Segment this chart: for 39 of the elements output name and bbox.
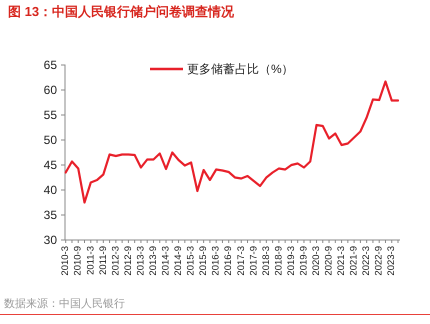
x-tick-label: 2020-3	[311, 246, 322, 276]
y-tick-label: 55	[44, 108, 58, 122]
line-series	[64, 80, 400, 204]
x-tick-label: 2021-3	[336, 246, 348, 276]
x-tick-label: 2015-9	[198, 246, 210, 276]
x-tick-label: 2010-9	[72, 246, 84, 276]
source-note: 数据来源：中国人民银行	[4, 297, 125, 310]
y-tick-label: 30	[44, 233, 58, 247]
x-tick-label: 2018-3	[260, 246, 272, 276]
y-tick-label: 65	[44, 58, 58, 72]
x-tick-label: 2017-3	[236, 246, 247, 276]
x-tick-label: 2020-9	[324, 246, 335, 276]
x-tick-label: 2016-3	[210, 246, 222, 276]
x-tick-label: 2017-9	[248, 246, 260, 276]
x-tick-label: 2011-9	[98, 246, 109, 275]
x-tick-label: 2014-9	[173, 246, 184, 276]
x-tick-label: 2015-3	[186, 246, 197, 276]
y-tick-label: 50	[44, 133, 58, 147]
x-tick-label: 2022-3	[361, 246, 372, 276]
x-tick-label: 2013-3	[135, 246, 146, 276]
y-tick-label: 60	[44, 83, 58, 97]
y-tick-label: 35	[44, 208, 58, 222]
x-tick-label: 2021-9	[348, 246, 360, 276]
x-tick-label: 2010-3	[60, 246, 72, 276]
x-tick-label: 2019-9	[298, 246, 310, 276]
chart-title: 图 13：中国人民银行储户问卷调查情况	[8, 4, 236, 19]
x-tick-label: 2023-3	[386, 246, 398, 276]
y-tick-label: 40	[44, 183, 58, 197]
x-tick-label: 2018-9	[273, 246, 284, 276]
x-tick-label: 2016-9	[223, 246, 234, 276]
x-tick-label: 2012-3	[110, 246, 122, 276]
legend-label: 更多储蓄占比（%）	[187, 62, 294, 76]
x-tick-label: 2011-3	[85, 246, 96, 275]
x-tick-label: 2014-3	[160, 246, 172, 276]
x-tick-label: 2013-9	[148, 246, 159, 276]
x-tick-label: 2022-9	[374, 246, 385, 276]
x-tick-label: 2012-9	[122, 246, 134, 276]
y-tick-label: 45	[44, 158, 58, 172]
x-tick-label: 2019-3	[286, 246, 297, 276]
